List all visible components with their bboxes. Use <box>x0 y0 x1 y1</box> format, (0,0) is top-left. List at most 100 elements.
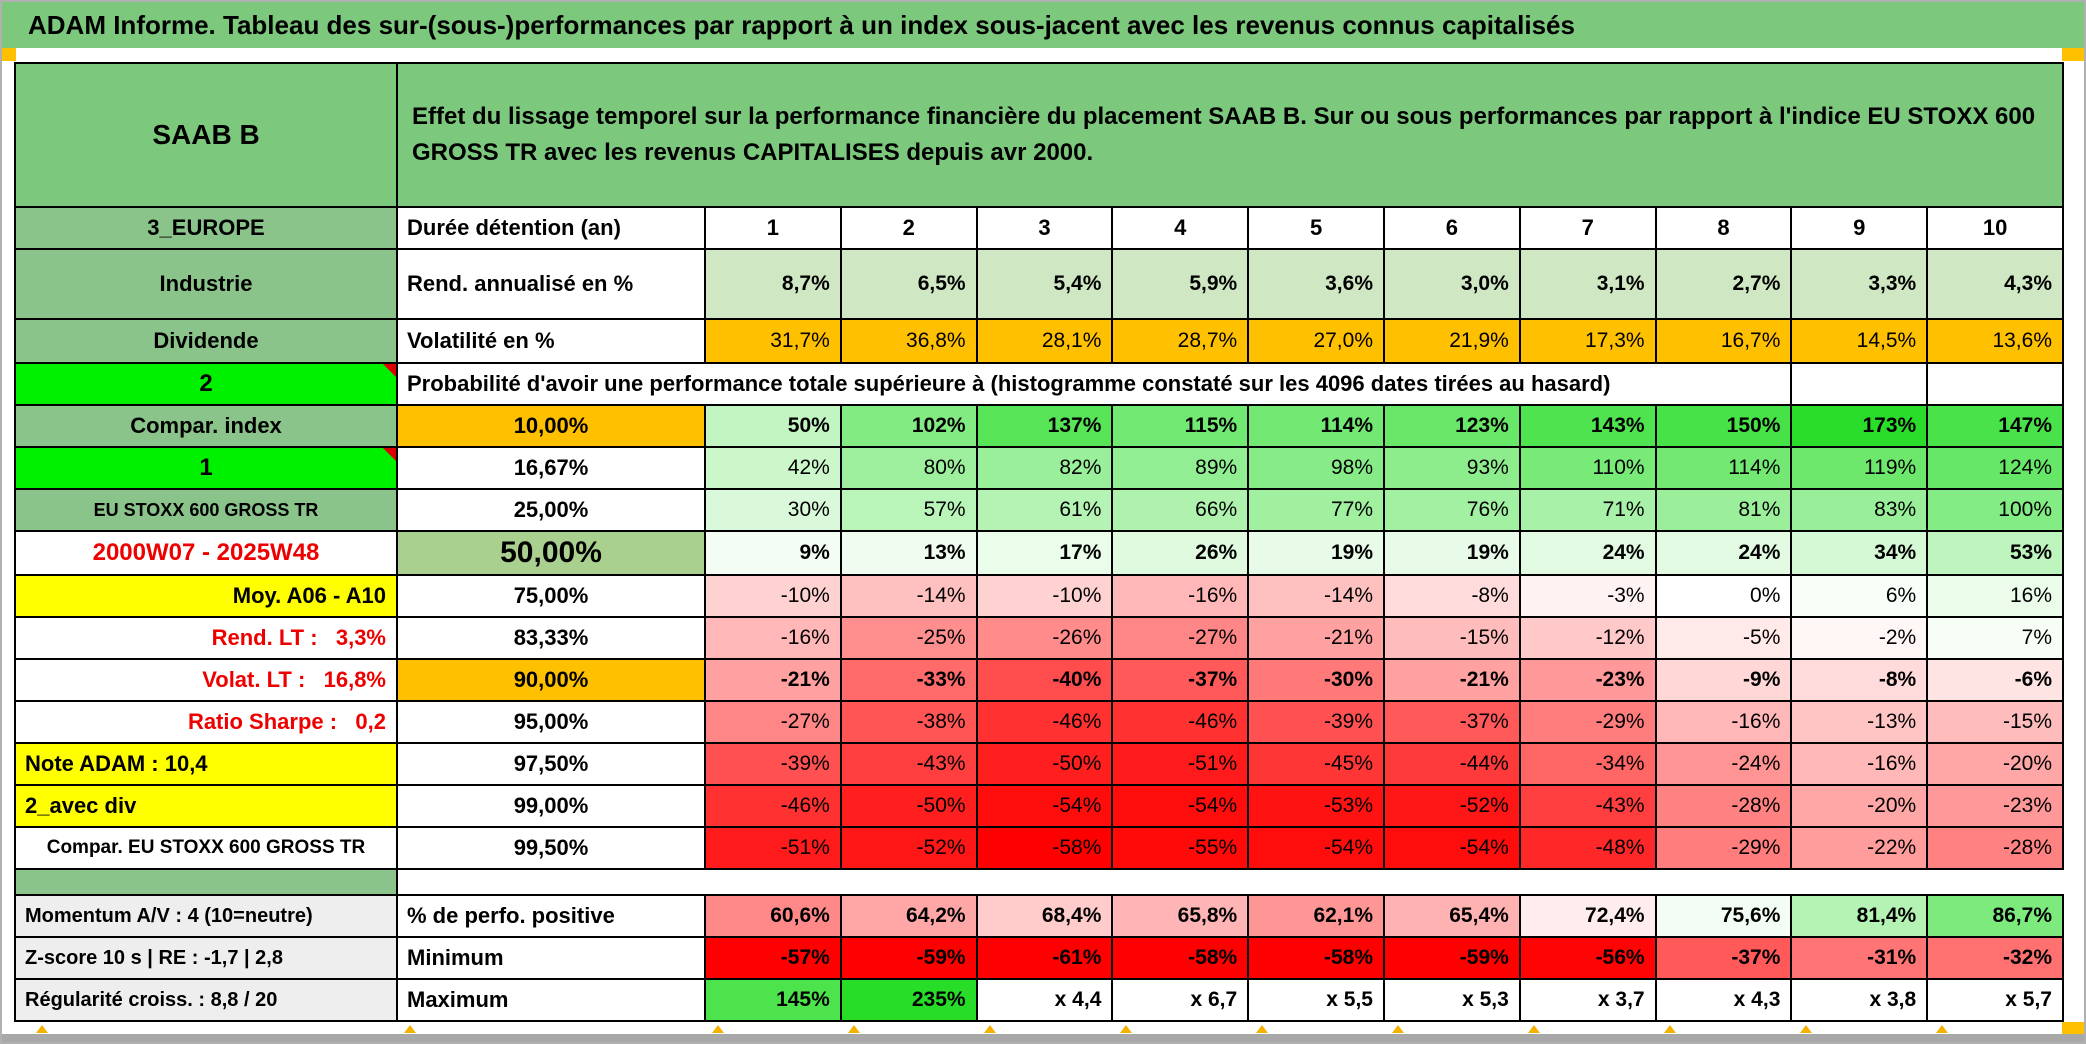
value-cell[interactable]: -55% <box>1113 828 1250 870</box>
value-cell[interactable]: 65,4% <box>1385 896 1521 938</box>
row-label[interactable]: 2_avec div <box>16 786 398 828</box>
value-cell[interactable]: -43% <box>841 744 978 786</box>
row-sublabel[interactable]: 99,00% <box>398 786 706 828</box>
value-cell[interactable]: -38% <box>841 702 978 744</box>
row-sublabel[interactable]: 75,00% <box>398 576 706 618</box>
value-cell[interactable]: -8% <box>1385 576 1521 618</box>
value-cell[interactable]: 57% <box>841 490 978 532</box>
security-name-cell[interactable]: SAAB B <box>16 64 398 208</box>
value-cell[interactable]: -2% <box>1792 618 1929 660</box>
value-cell[interactable]: 150% <box>1656 406 1793 448</box>
value-cell[interactable]: -5% <box>1656 618 1793 660</box>
value-cell[interactable]: 119% <box>1792 448 1929 490</box>
value-cell[interactable]: 8,7% <box>706 250 842 320</box>
value-cell[interactable]: -28% <box>1928 828 2064 870</box>
value-cell[interactable]: 5,9% <box>1113 250 1250 320</box>
value-cell[interactable]: -27% <box>706 702 842 744</box>
value-cell[interactable]: -21% <box>706 660 842 702</box>
row-sublabel[interactable]: Durée détention (an) <box>398 208 706 250</box>
value-cell[interactable]: 21,9% <box>1385 320 1521 364</box>
value-cell[interactable]: 7% <box>1928 618 2064 660</box>
value-cell[interactable]: -58% <box>1113 938 1250 980</box>
value-cell[interactable]: -50% <box>977 744 1114 786</box>
value-cell[interactable]: -16% <box>1656 702 1793 744</box>
row-sublabel[interactable]: Minimum <box>398 938 706 980</box>
empty-cell[interactable] <box>1928 364 2064 406</box>
value-cell[interactable]: 62,1% <box>1249 896 1385 938</box>
value-cell[interactable]: -46% <box>977 702 1114 744</box>
value-cell[interactable]: -56% <box>1520 938 1657 980</box>
value-cell[interactable]: 3,0% <box>1385 250 1521 320</box>
value-cell[interactable]: 26% <box>1113 532 1250 576</box>
value-cell[interactable]: 9% <box>706 532 842 576</box>
value-cell[interactable]: 24% <box>1656 532 1793 576</box>
value-cell[interactable]: 2,7% <box>1656 250 1793 320</box>
value-cell[interactable]: -16% <box>1113 576 1250 618</box>
value-cell[interactable]: 4,3% <box>1928 250 2064 320</box>
value-cell[interactable]: 4 <box>1113 208 1250 250</box>
row-sublabel[interactable]: 95,00% <box>398 702 706 744</box>
value-cell[interactable]: x 5,5 <box>1249 980 1385 1022</box>
value-cell[interactable]: -12% <box>1520 618 1657 660</box>
value-cell[interactable]: x 3,8 <box>1792 980 1929 1022</box>
value-cell[interactable]: 6% <box>1792 576 1929 618</box>
row-label[interactable]: EU STOXX 600 GROSS TR <box>16 490 398 532</box>
value-cell[interactable]: -53% <box>1249 786 1385 828</box>
value-cell[interactable]: 75,6% <box>1656 896 1793 938</box>
value-cell[interactable]: -37% <box>1385 702 1521 744</box>
row-sublabel[interactable]: % de perfo. positive <box>398 896 706 938</box>
value-cell[interactable]: 66% <box>1113 490 1250 532</box>
value-cell[interactable]: 60,6% <box>706 896 842 938</box>
row-label[interactable]: Rend. LT : 3,3% <box>16 618 398 660</box>
value-cell[interactable]: 6,5% <box>841 250 978 320</box>
value-cell[interactable]: x 3,7 <box>1520 980 1657 1022</box>
value-cell[interactable]: 137% <box>977 406 1114 448</box>
value-cell[interactable]: 19% <box>1385 532 1521 576</box>
value-cell[interactable]: -57% <box>706 938 842 980</box>
value-cell[interactable]: -37% <box>1113 660 1250 702</box>
value-cell[interactable]: 82% <box>977 448 1114 490</box>
value-cell[interactable]: 3,3% <box>1792 250 1929 320</box>
value-cell[interactable]: -24% <box>1656 744 1793 786</box>
row-label[interactable]: 1 <box>16 448 398 490</box>
value-cell[interactable]: -48% <box>1520 828 1657 870</box>
value-cell[interactable]: 89% <box>1113 448 1250 490</box>
value-cell[interactable]: 1 <box>706 208 842 250</box>
separator-cell[interactable] <box>16 870 398 896</box>
row-label[interactable]: Z-score 10 s | RE : -1,7 | 2,8 <box>16 938 398 980</box>
value-cell[interactable]: -25% <box>841 618 978 660</box>
value-cell[interactable]: 5 <box>1249 208 1385 250</box>
value-cell[interactable]: 24% <box>1520 532 1657 576</box>
value-cell[interactable]: 173% <box>1792 406 1929 448</box>
value-cell[interactable]: 27,0% <box>1249 320 1385 364</box>
value-cell[interactable]: 114% <box>1249 406 1385 448</box>
value-cell[interactable]: 235% <box>841 980 978 1022</box>
value-cell[interactable]: 83% <box>1792 490 1929 532</box>
value-cell[interactable]: -37% <box>1656 938 1793 980</box>
value-cell[interactable]: 6 <box>1385 208 1521 250</box>
value-cell[interactable]: 76% <box>1385 490 1521 532</box>
row-label[interactable]: Ratio Sharpe : 0,2 <box>16 702 398 744</box>
value-cell[interactable]: -20% <box>1928 744 2064 786</box>
value-cell[interactable]: x 4,4 <box>977 980 1114 1022</box>
value-cell[interactable]: -46% <box>706 786 842 828</box>
value-cell[interactable]: 3 <box>977 208 1114 250</box>
value-cell[interactable]: 0% <box>1656 576 1793 618</box>
merged-note-cell[interactable]: Probabilité d'avoir une performance tota… <box>398 364 1793 406</box>
value-cell[interactable]: -10% <box>977 576 1114 618</box>
value-cell[interactable]: -23% <box>1520 660 1657 702</box>
row-label[interactable]: Momentum A/V : 4 (10=neutre) <box>16 896 398 938</box>
value-cell[interactable]: -45% <box>1249 744 1385 786</box>
value-cell[interactable]: -43% <box>1520 786 1657 828</box>
value-cell[interactable]: 3,6% <box>1249 250 1385 320</box>
value-cell[interactable]: 100% <box>1928 490 2064 532</box>
value-cell[interactable]: -10% <box>706 576 842 618</box>
value-cell[interactable]: 19% <box>1249 532 1385 576</box>
row-label[interactable]: Compar. index <box>16 406 398 448</box>
value-cell[interactable]: 2 <box>841 208 978 250</box>
value-cell[interactable]: 8 <box>1656 208 1793 250</box>
value-cell[interactable]: -27% <box>1113 618 1250 660</box>
value-cell[interactable]: 72,4% <box>1520 896 1657 938</box>
value-cell[interactable]: 50% <box>706 406 842 448</box>
value-cell[interactable]: 36,8% <box>841 320 978 364</box>
